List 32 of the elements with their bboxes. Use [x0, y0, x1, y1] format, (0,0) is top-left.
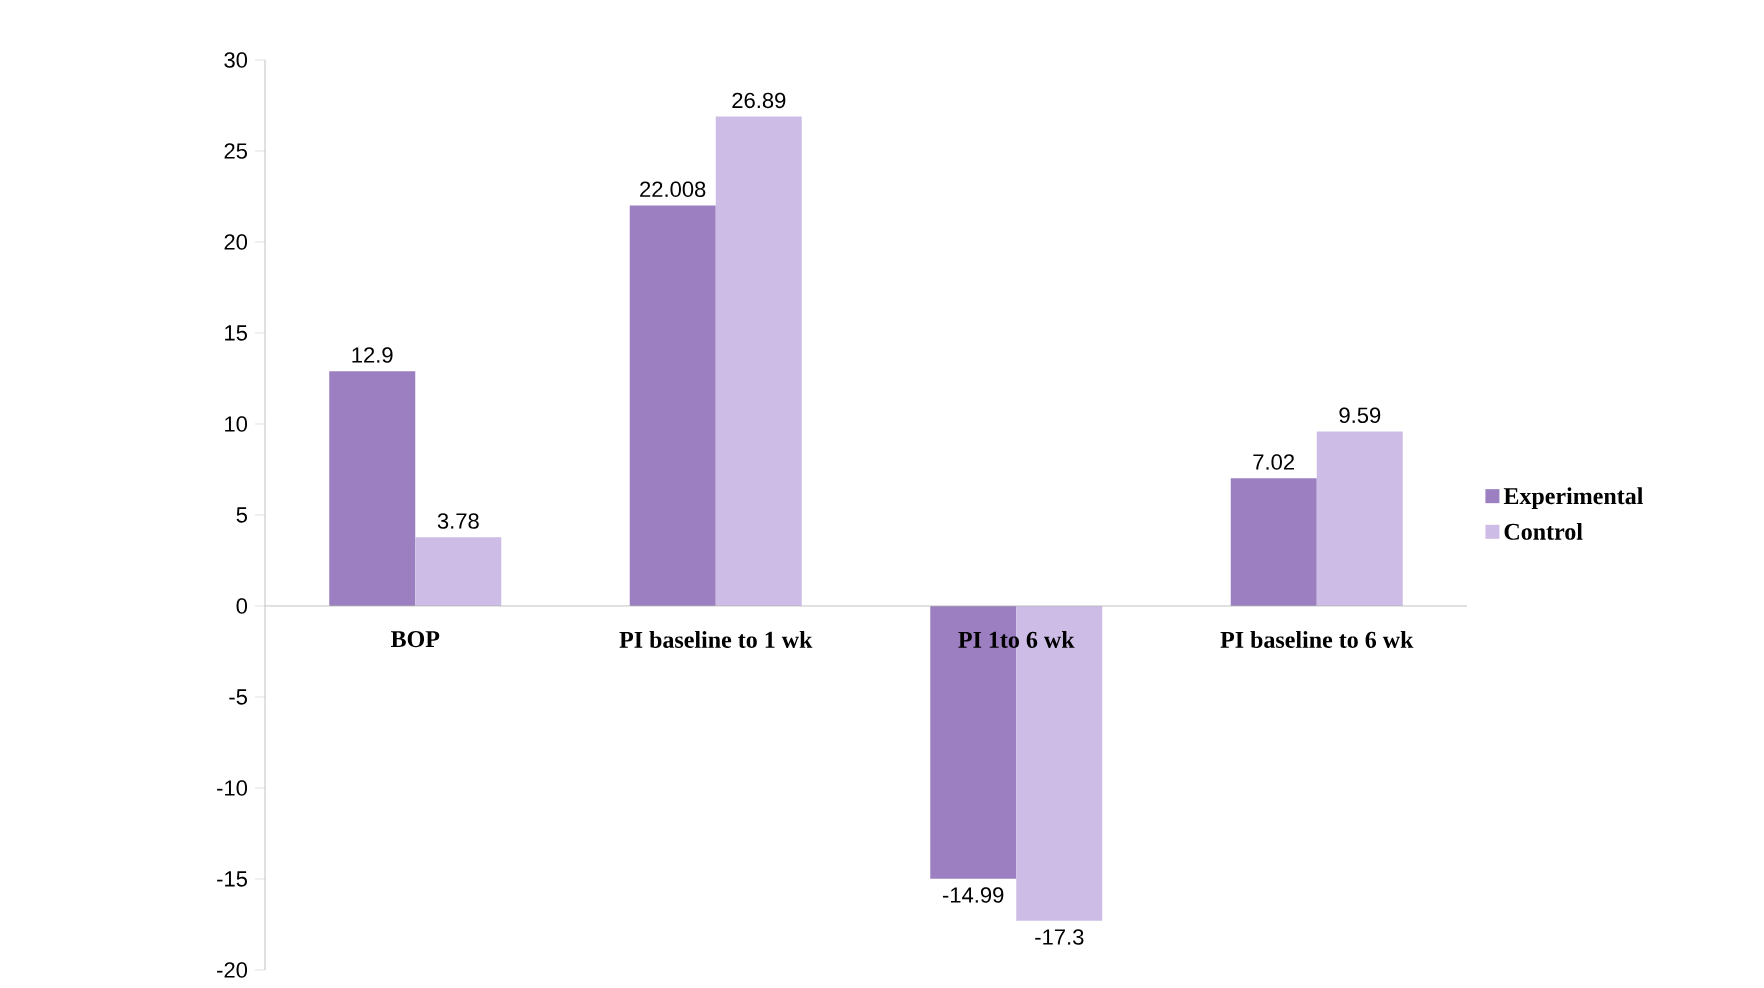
y-tick-label: -5 — [229, 689, 247, 705]
legend-label: Experimental — [1503, 487, 1643, 510]
y-tick-label: 0 — [236, 598, 248, 614]
y-tick-label: 15 — [225, 325, 247, 341]
bar — [715, 116, 802, 606]
bar — [629, 205, 716, 606]
data-label: -17.3 — [1035, 929, 1084, 945]
x-tick-label: PI baseline to 1 wk — [619, 631, 813, 648]
x-tick-label: BOP — [390, 631, 440, 648]
data-label: 12.9 — [352, 347, 393, 363]
legend-label: Control — [1504, 522, 1583, 540]
data-label: 7.02 — [1253, 454, 1294, 470]
data-label: 22.008 — [640, 181, 706, 198]
y-tick-label: -20 — [217, 962, 248, 978]
bar — [930, 605, 1017, 879]
x-tick-label: PI baseline to 6 wk — [1220, 631, 1414, 648]
bar — [329, 371, 416, 606]
y-tick-label: -15 — [217, 871, 247, 887]
y-tick-label: 10 — [225, 416, 248, 432]
y-tick-label: 30 — [224, 52, 248, 68]
bar — [415, 537, 502, 606]
data-label: -14.99 — [942, 887, 1004, 903]
x-tick-label: PI 1to 6 wk — [958, 631, 1075, 648]
bar — [1316, 431, 1403, 606]
y-tick-label: 25 — [224, 143, 247, 159]
y-tick-label: -10 — [217, 780, 248, 796]
data-label: 9.59 — [1339, 407, 1381, 424]
y-tick-label: 20 — [224, 234, 248, 250]
data-label: 26.89 — [732, 92, 786, 109]
bar — [1230, 478, 1317, 606]
data-label: 3.78 — [437, 513, 479, 529]
y-tick-label: 5 — [236, 507, 247, 523]
